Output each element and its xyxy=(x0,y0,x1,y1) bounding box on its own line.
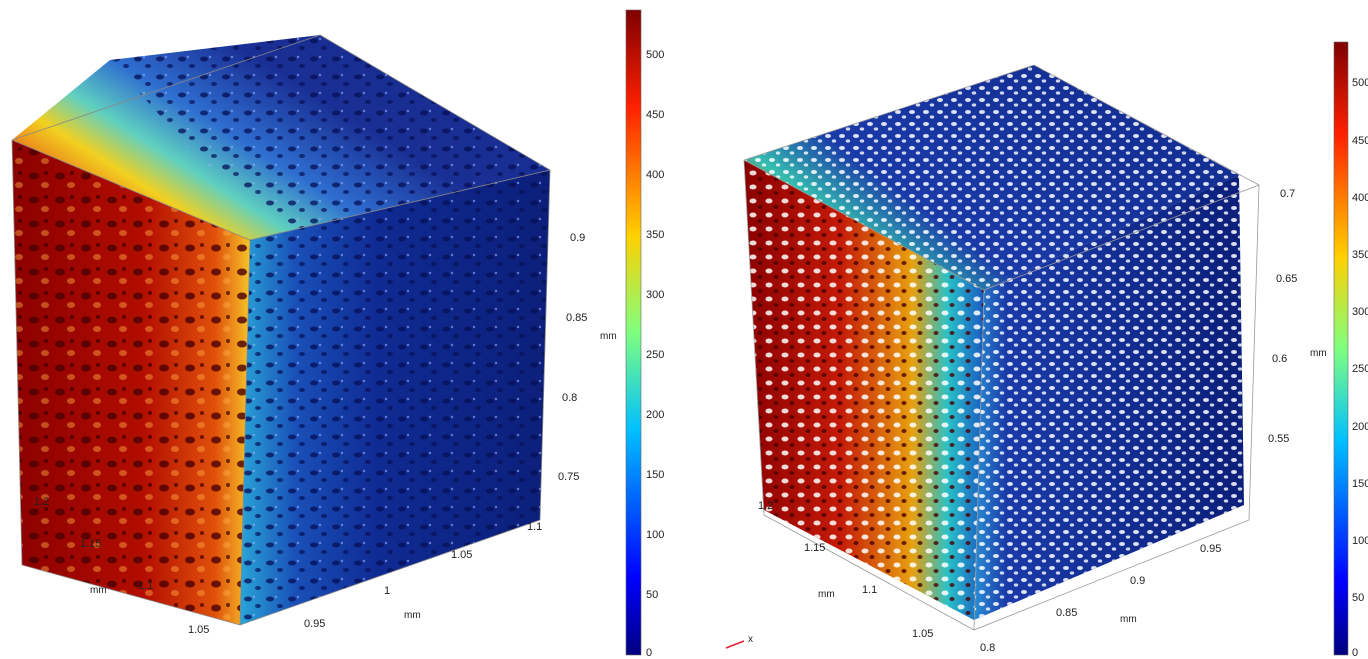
cube-top-pores xyxy=(110,35,550,230)
colorbar-tick: 100 xyxy=(646,529,664,541)
cube-front-pores xyxy=(12,140,250,625)
z-tick: 0.55 xyxy=(1268,433,1289,445)
x-axis: 1.2 1.15 1.1 1.05 mm xyxy=(34,496,209,636)
y-unit: mm xyxy=(404,610,421,621)
bounding-box xyxy=(743,64,1260,631)
colorbar-tick: 0 xyxy=(646,647,652,659)
right-cube-figure: 0.7 0.65 0.6 0.55 mm 0.95 0.9 0.85 0.8 m… xyxy=(725,41,1368,659)
y-tick: 1 xyxy=(384,585,390,597)
x-tick: 1.2 xyxy=(34,496,49,508)
x-unit: mm xyxy=(818,589,835,600)
axis-triad-label: x xyxy=(748,634,753,645)
colorbar-tick: 500 xyxy=(646,49,664,61)
z-tick: 0.7 xyxy=(1280,188,1295,200)
colorbar-tick: 350 xyxy=(646,229,664,241)
colorbar-tick: 200 xyxy=(1352,421,1368,433)
y-tick: 0.85 xyxy=(1056,607,1077,619)
z-tick: 0.8 xyxy=(562,392,577,404)
z-axis: 0.7 0.65 0.6 0.55 mm xyxy=(1268,188,1327,445)
cube-top-pores xyxy=(744,65,1239,290)
z-tick: 0.85 xyxy=(566,312,587,324)
x-tick: 1.05 xyxy=(188,624,209,636)
cube-side-pores xyxy=(240,170,550,625)
x-tick: 1.1 xyxy=(138,580,153,592)
colorbar-tick: 150 xyxy=(646,469,664,481)
z-unit: mm xyxy=(600,331,617,342)
y-tick: 1.1 xyxy=(527,521,542,533)
cube-front-pores xyxy=(744,160,984,620)
z-tick: 0.65 xyxy=(1276,273,1297,285)
bounding-box xyxy=(11,34,551,626)
colorbar-gradient xyxy=(1333,41,1349,656)
axis-triad-arrow xyxy=(725,640,745,649)
y-tick: 0.95 xyxy=(304,618,325,630)
z-axis: 0.9 0.85 0.8 0.75 mm xyxy=(558,232,617,483)
y-unit: mm xyxy=(1120,614,1137,625)
axis-triad: x xyxy=(725,634,753,649)
colorbar-tick: 150 xyxy=(1352,478,1368,490)
colorbar-tick: 200 xyxy=(646,409,664,421)
x-unit: mm xyxy=(90,585,107,596)
x-tick: 1.2 xyxy=(758,500,773,512)
z-tick: 0.6 xyxy=(1272,353,1287,365)
y-tick: 0.9 xyxy=(1130,575,1145,587)
colorbar: 500 450 400 350 300 250 200 150 100 50 0 xyxy=(1333,41,1368,659)
x-tick: 1.15 xyxy=(804,542,825,554)
right-porous-cube-panel: 0.7 0.65 0.6 0.55 mm 0.95 0.9 0.85 0.8 m… xyxy=(684,0,1368,659)
colorbar: 500 450 400 350 300 250 200 150 100 50 0 xyxy=(625,9,664,659)
colorbar-tick: 50 xyxy=(646,589,658,601)
y-tick: 0.8 xyxy=(980,642,995,654)
colorbar-tick: 300 xyxy=(646,289,664,301)
x-tick: 1.1 xyxy=(862,584,877,596)
left-cube-figure: 0.9 0.85 0.8 0.75 mm 1.1 1.05 1 0.95 mm … xyxy=(11,9,664,659)
colorbar-tick: 450 xyxy=(646,109,664,121)
colorbar-tick: 250 xyxy=(1352,363,1368,375)
colorbar-tick: 500 xyxy=(1352,77,1368,89)
colorbar-gradient xyxy=(625,9,642,656)
x-tick: 1.15 xyxy=(80,538,101,550)
z-unit: mm xyxy=(1310,348,1327,359)
colorbar-tick: 250 xyxy=(646,349,664,361)
y-axis: 1.1 1.05 1 0.95 mm xyxy=(304,521,542,630)
y-tick: 0.95 xyxy=(1200,543,1221,555)
left-porous-cube-panel: 0.9 0.85 0.8 0.75 mm 1.1 1.05 1 0.95 mm … xyxy=(11,9,664,659)
colorbar-tick: 300 xyxy=(1352,306,1368,318)
y-axis: 0.95 0.9 0.85 0.8 mm xyxy=(980,543,1221,654)
colorbar-tick: 450 xyxy=(1352,135,1368,147)
colorbar-tick: 50 xyxy=(1352,592,1364,604)
cube-side-pores xyxy=(974,175,1244,620)
colorbar-tick: 0 xyxy=(1352,647,1358,659)
z-tick: 0.9 xyxy=(570,232,585,244)
z-tick: 0.75 xyxy=(558,471,579,483)
colorbar-tick: 350 xyxy=(1352,249,1368,261)
y-tick: 1.05 xyxy=(451,549,472,561)
colorbar-tick: 100 xyxy=(1352,535,1368,547)
colorbar-tick: 400 xyxy=(646,169,664,181)
x-tick: 1.05 xyxy=(912,628,933,640)
x-axis: 1.2 1.15 1.1 1.05 mm xyxy=(758,500,933,640)
colorbar-tick: 400 xyxy=(1352,192,1368,204)
